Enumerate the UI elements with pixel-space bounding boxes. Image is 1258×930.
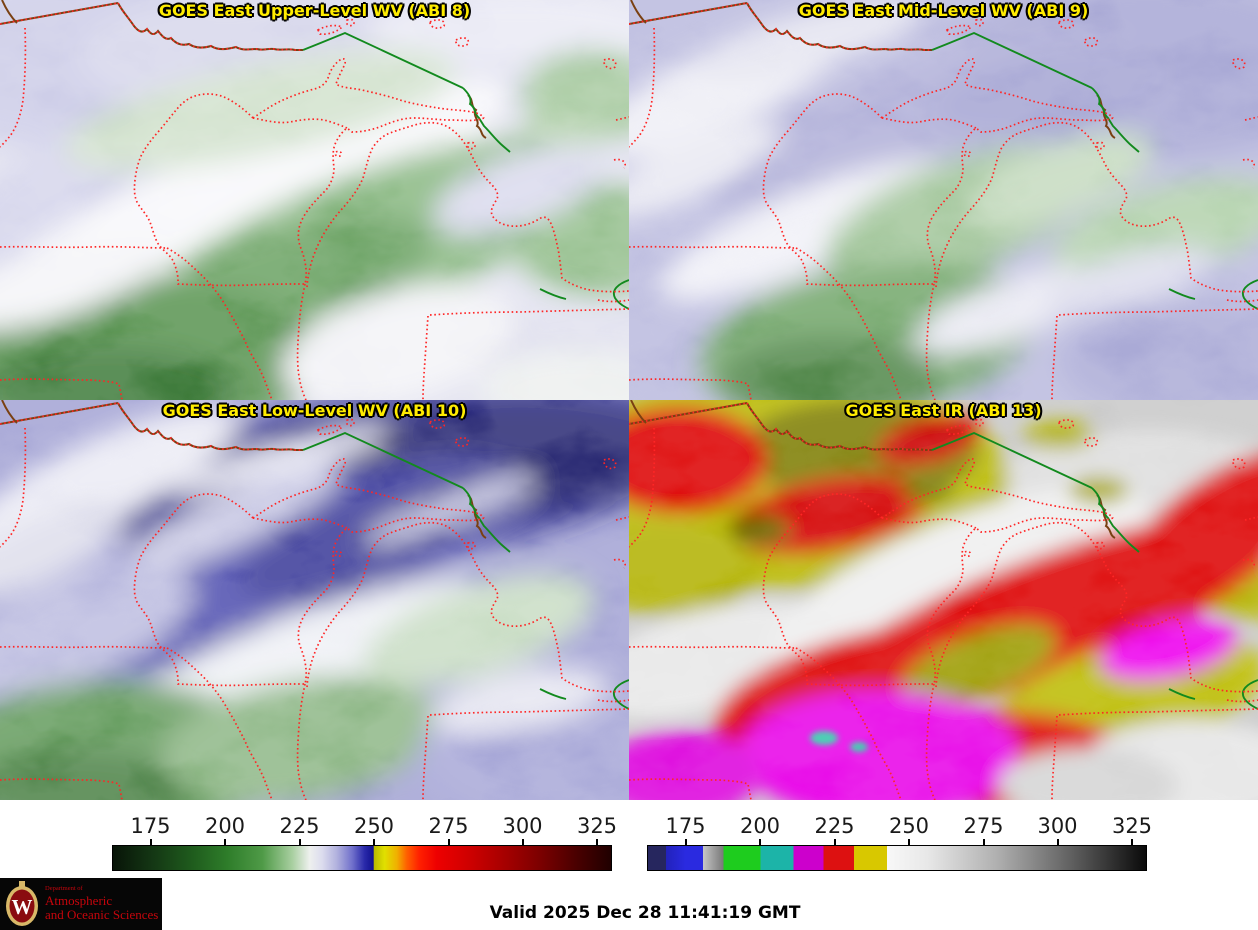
colorbar-row: 175 200 225 250 275 300 325 175 200 225 250 275 300… (0, 800, 1258, 878)
wv-colorbar-gradient (112, 845, 612, 871)
colorbar-tick-mark (908, 839, 910, 846)
panel-abi13: GOES East IR (ABI 13) (629, 400, 1258, 800)
panel-title-abi9: GOES East Mid-Level WV (ABI 9) (798, 1, 1089, 20)
colorbar-tick-label: 200 (739, 814, 781, 838)
colorbar-tick-label: 225 (814, 814, 855, 838)
wv-colorbar: 175 200 225 250 275 300 325 (112, 800, 617, 878)
uw-aos-logo: W Department of Atmospheric and Oceanic … (0, 878, 162, 930)
colorbar-tick-label: 250 (888, 814, 930, 838)
colorbar-tick-mark (521, 839, 524, 846)
colorbar-tick-mark (759, 839, 761, 846)
colorbar-tick-label: 200 (204, 814, 246, 838)
logo-dept-label: Department of (45, 885, 83, 893)
panel-abi8: GOES East Upper-Level WV (ABI 8) (0, 0, 629, 400)
colorbar-tick-label: 325 (1111, 814, 1153, 838)
colorbar-tick-mark (1131, 839, 1133, 846)
logo-line1: Atmospheric (45, 893, 113, 909)
colorbar-tick-mark (1056, 839, 1059, 846)
panel-title-abi13: GOES East IR (ABI 13) (845, 401, 1042, 420)
colorbar-tick-label: 325 (576, 814, 618, 838)
colorbar-tick-mark (833, 839, 836, 846)
ir-colorbar: 175 200 225 250 275 300 325 (647, 800, 1152, 878)
colorbar-tick-mark (149, 839, 152, 846)
colorbar-tick-mark (298, 839, 301, 846)
colorbar-tick-mark (447, 839, 450, 846)
svg-text:W: W (12, 895, 33, 919)
abi9-mid-level-wv-image (629, 0, 1258, 400)
colorbar-tick-label: 250 (353, 814, 395, 838)
ir-colorbar-gradient (647, 845, 1147, 871)
colorbar-tick-mark (373, 839, 375, 846)
colorbar-tick-label: 175 (130, 814, 171, 838)
panel-title-abi10: GOES East Low-Level WV (ABI 10) (162, 401, 467, 420)
uw-crest-icon: W (6, 881, 38, 926)
colorbar-tick-label: 225 (279, 814, 320, 838)
colorbar-tick-label: 275 (428, 814, 469, 838)
colorbar-tick-label: 300 (1037, 814, 1078, 838)
abi13-ir-image (629, 400, 1258, 800)
satellite-panel-grid: GOES East Upper-Level WV (ABI 8) (0, 0, 1258, 800)
panel-title-abi8: GOES East Upper-Level WV (ABI 8) (158, 1, 471, 20)
colorbar-tick-label: 300 (502, 814, 543, 838)
colorbar-tick-mark (684, 839, 687, 846)
logo-line2: and Oceanic Sciences (45, 906, 159, 922)
panel-abi9: GOES East Mid-Level WV (ABI 9) (629, 0, 1258, 400)
colorbar-tick-mark (982, 839, 985, 846)
abi10-low-level-wv-image (0, 400, 629, 800)
valid-time-label: Valid 2025 Dec 28 11:41:19 GMT (489, 903, 801, 923)
footer: W Department of Atmospheric and Oceanic … (0, 878, 1258, 930)
colorbar-tick-label: 275 (963, 814, 1004, 838)
colorbar-tick-mark (596, 839, 598, 846)
panel-abi10: GOES East Low-Level WV (ABI 10) (0, 400, 629, 800)
colorbar-tick-mark (224, 839, 226, 846)
abi8-upper-level-wv-image (0, 0, 629, 400)
colorbar-tick-label: 175 (665, 814, 706, 838)
